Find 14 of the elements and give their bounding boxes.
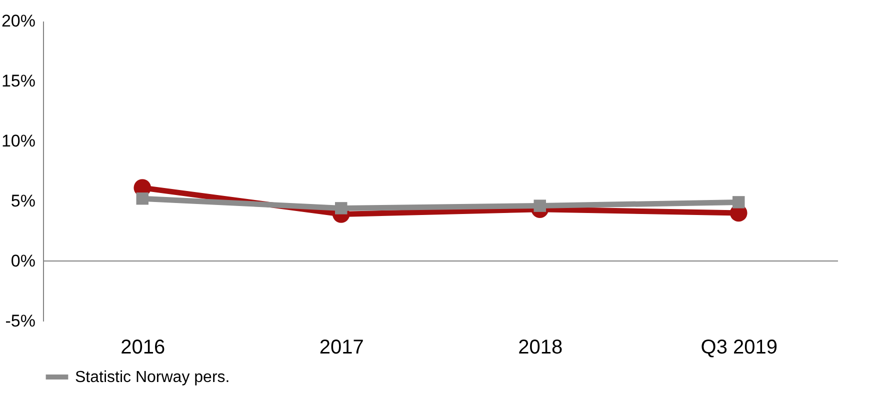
y-tick-label: 10% [1,132,36,150]
y-tick-label: -5% [5,312,36,330]
x-tick-label: Q3 2019 [700,336,778,358]
point [136,192,148,205]
point [732,196,745,208]
x-tick-label: 2017 [319,336,364,358]
x-tick-label: 2016 [120,336,166,358]
y-tick-label: 5% [10,192,36,210]
y-tick-label: 0% [10,252,36,270]
y-tick-label: 15% [1,72,36,90]
y-tick-label: 20% [1,12,36,30]
x-tick-label: 2018 [518,336,563,358]
point [335,202,348,214]
legend-label: Statistic Norway pers. [75,369,230,386]
